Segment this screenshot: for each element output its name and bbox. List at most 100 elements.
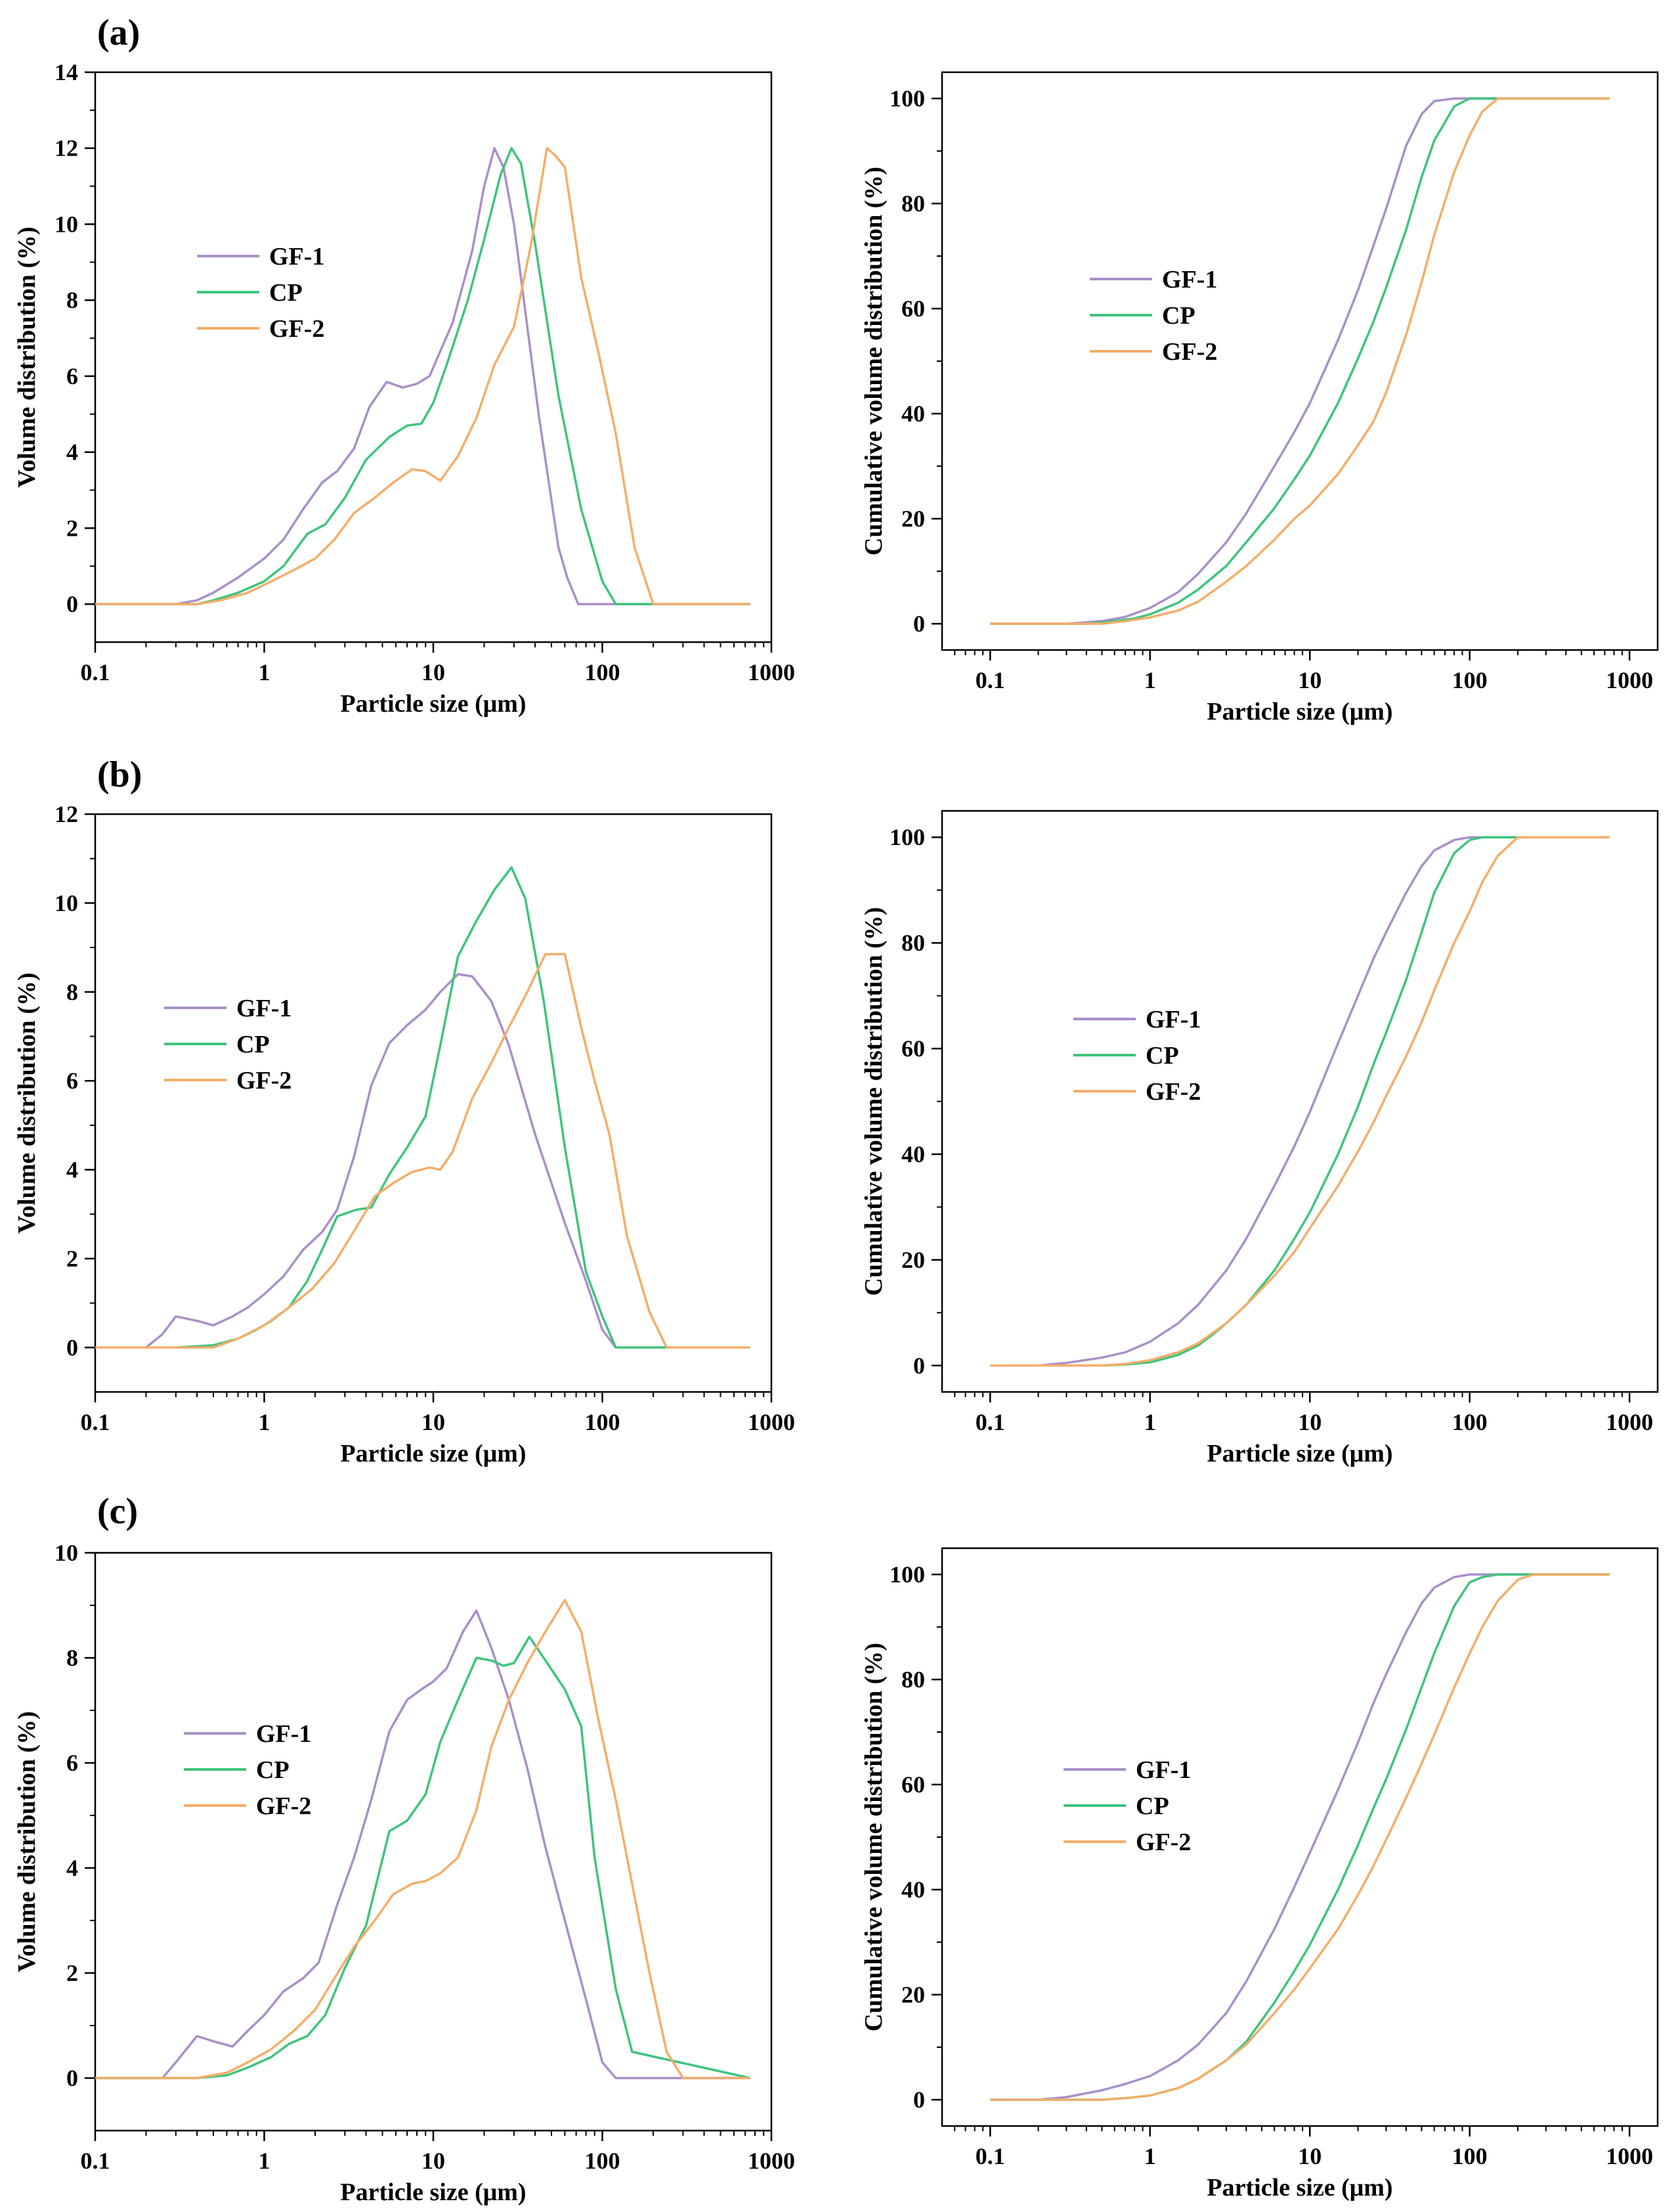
x-tick-label: 1 xyxy=(259,2148,270,2174)
series-line-gf-2 xyxy=(95,1599,750,2079)
y-tick-label: 10 xyxy=(54,211,78,237)
y-tick-label: 4 xyxy=(66,1855,78,1881)
legend-label-gf-1: GF-1 xyxy=(256,1720,311,1748)
plot-frame xyxy=(941,71,1659,651)
legend-label-gf-2: GF-2 xyxy=(236,1067,291,1095)
legend-label-cp: CP xyxy=(256,1756,290,1784)
series-line-cp xyxy=(990,836,1610,1367)
y-tick-label: 100 xyxy=(890,1561,925,1588)
series-line-gf-2 xyxy=(990,836,1610,1367)
y-tick-label: 4 xyxy=(66,439,78,466)
y-tick-label: 12 xyxy=(54,135,78,162)
x-tick-label: 1 xyxy=(1144,2143,1156,2169)
x-tick-label: 0.1 xyxy=(81,2148,110,2174)
y-tick-label: 12 xyxy=(54,801,78,827)
series-line-gf-1 xyxy=(990,97,1610,625)
x-axis-label: Particle size (μm) xyxy=(1207,698,1392,726)
x-tick-label: 1000 xyxy=(748,659,795,685)
legend-label-gf-1: GF-1 xyxy=(1162,266,1217,293)
x-axis-label: Particle size (μm) xyxy=(340,1440,526,1467)
chart-6: 0.1 1 10 100 1000 0 20 40 60 80 100 Particle size (… xyxy=(860,1547,1659,2201)
legend-label-cp: CP xyxy=(1146,1042,1179,1070)
x-tick-label: 100 xyxy=(1452,667,1488,693)
legend-label-cp: CP xyxy=(1162,302,1195,330)
panel-label-c: (c) xyxy=(97,1491,139,1532)
series-line-cp xyxy=(95,146,750,605)
y-tick-label: 2 xyxy=(66,515,78,541)
y-tick-label: 6 xyxy=(66,363,78,389)
legend-label-gf-2: GF-2 xyxy=(1136,1829,1191,1856)
x-tick-label: 10 xyxy=(421,659,445,685)
y-tick-label: 10 xyxy=(54,890,78,916)
y-tick-label: 100 xyxy=(890,85,925,112)
x-tick-label: 1 xyxy=(1144,667,1156,693)
legend-label-gf-2: GF-2 xyxy=(1162,338,1217,366)
y-tick-label: 60 xyxy=(901,295,925,322)
y-tick-label: 20 xyxy=(901,506,925,532)
x-tick-label: 10 xyxy=(1298,1409,1322,1435)
panel-label-a: (a) xyxy=(97,12,140,53)
x-tick-label: 1 xyxy=(259,1409,270,1435)
y-tick-label: 8 xyxy=(66,979,78,1005)
legend-label-gf-1: GF-1 xyxy=(1146,1006,1201,1033)
x-tick-label: 1 xyxy=(259,659,270,685)
legend-label-gf-2: GF-2 xyxy=(269,315,324,343)
legend-label-gf-2: GF-2 xyxy=(1146,1078,1201,1106)
y-tick-label: 80 xyxy=(901,930,925,956)
x-axis-label: Particle size (μm) xyxy=(1207,1440,1392,1467)
x-axis-label: Particle size (μm) xyxy=(340,690,526,718)
chart-3: 0.1 1 10 100 1000 0 2 4 6 8 10 12 Particle size (μm)… xyxy=(13,801,795,1467)
x-tick-label: 0.1 xyxy=(81,1409,110,1435)
y-tick-label: 0 xyxy=(66,591,78,617)
legend-label-gf-1: GF-1 xyxy=(1136,1756,1191,1784)
y-axis-label: Volume distribution (%) xyxy=(13,972,41,1234)
x-tick-label: 1000 xyxy=(1606,2143,1653,2169)
x-tick-label: 100 xyxy=(585,1409,620,1435)
legend-label-gf-1: GF-1 xyxy=(236,995,291,1022)
y-tick-label: 8 xyxy=(66,1645,78,1671)
y-tick-label: 20 xyxy=(901,1982,925,2008)
plot-frame xyxy=(941,810,1659,1393)
plot-frame xyxy=(941,1547,1659,2127)
chart-2: 0.1 1 10 100 1000 0 20 40 60 80 100 Particle size (… xyxy=(860,71,1659,726)
y-tick-label: 0 xyxy=(66,1334,78,1360)
plot-frame xyxy=(94,71,773,643)
chart-5: 0.1 1 10 100 1000 0 2 4 6 8 10 Particle size (μm) Vo… xyxy=(13,1540,795,2206)
y-axis-label: Cumulative volume distribution (%) xyxy=(860,1643,888,2031)
y-tick-label: 10 xyxy=(54,1540,78,1566)
x-tick-label: 100 xyxy=(1452,1409,1488,1435)
y-tick-label: 80 xyxy=(901,190,925,217)
series-line-gf-1 xyxy=(990,836,1610,1367)
y-tick-label: 6 xyxy=(66,1750,78,1776)
x-tick-label: 10 xyxy=(1298,2143,1322,2169)
x-tick-label: 0.1 xyxy=(976,667,1005,693)
y-axis-label: Volume distribution (%) xyxy=(13,1711,41,1972)
series-line-gf-2 xyxy=(95,953,750,1349)
series-line-gf-2 xyxy=(990,97,1610,625)
y-tick-label: 2 xyxy=(66,1960,78,1986)
y-tick-label: 4 xyxy=(66,1157,78,1183)
chart-1: 0.1 1 10 100 1000 0 2 4 6 8 10 12 14 Particle size (μ… xyxy=(13,59,795,718)
y-tick-label: 0 xyxy=(913,611,925,637)
x-tick-label: 0.1 xyxy=(976,1409,1005,1435)
y-axis-label: Cumulative volume distribution (%) xyxy=(860,907,888,1295)
series-line-cp xyxy=(95,1636,751,2079)
series-line-gf-1 xyxy=(95,972,750,1349)
y-tick-label: 0 xyxy=(913,2087,925,2113)
y-tick-label: 6 xyxy=(66,1068,78,1094)
y-tick-label: 60 xyxy=(901,1771,925,1798)
series-line-cp xyxy=(95,866,750,1349)
legend-label-cp: CP xyxy=(269,279,303,307)
series-line-cp xyxy=(990,97,1610,625)
x-tick-label: 10 xyxy=(421,2148,445,2174)
y-tick-label: 100 xyxy=(890,824,925,850)
x-axis-label: Particle size (μm) xyxy=(1207,2174,1392,2201)
plot-frame xyxy=(94,813,773,1393)
x-tick-label: 1000 xyxy=(1606,1409,1653,1435)
plot-frame xyxy=(94,1551,773,2132)
x-tick-label: 10 xyxy=(1298,667,1322,693)
y-tick-label: 2 xyxy=(66,1246,78,1272)
y-tick-label: 14 xyxy=(54,59,78,85)
legend-label-cp: CP xyxy=(1136,1792,1169,1820)
